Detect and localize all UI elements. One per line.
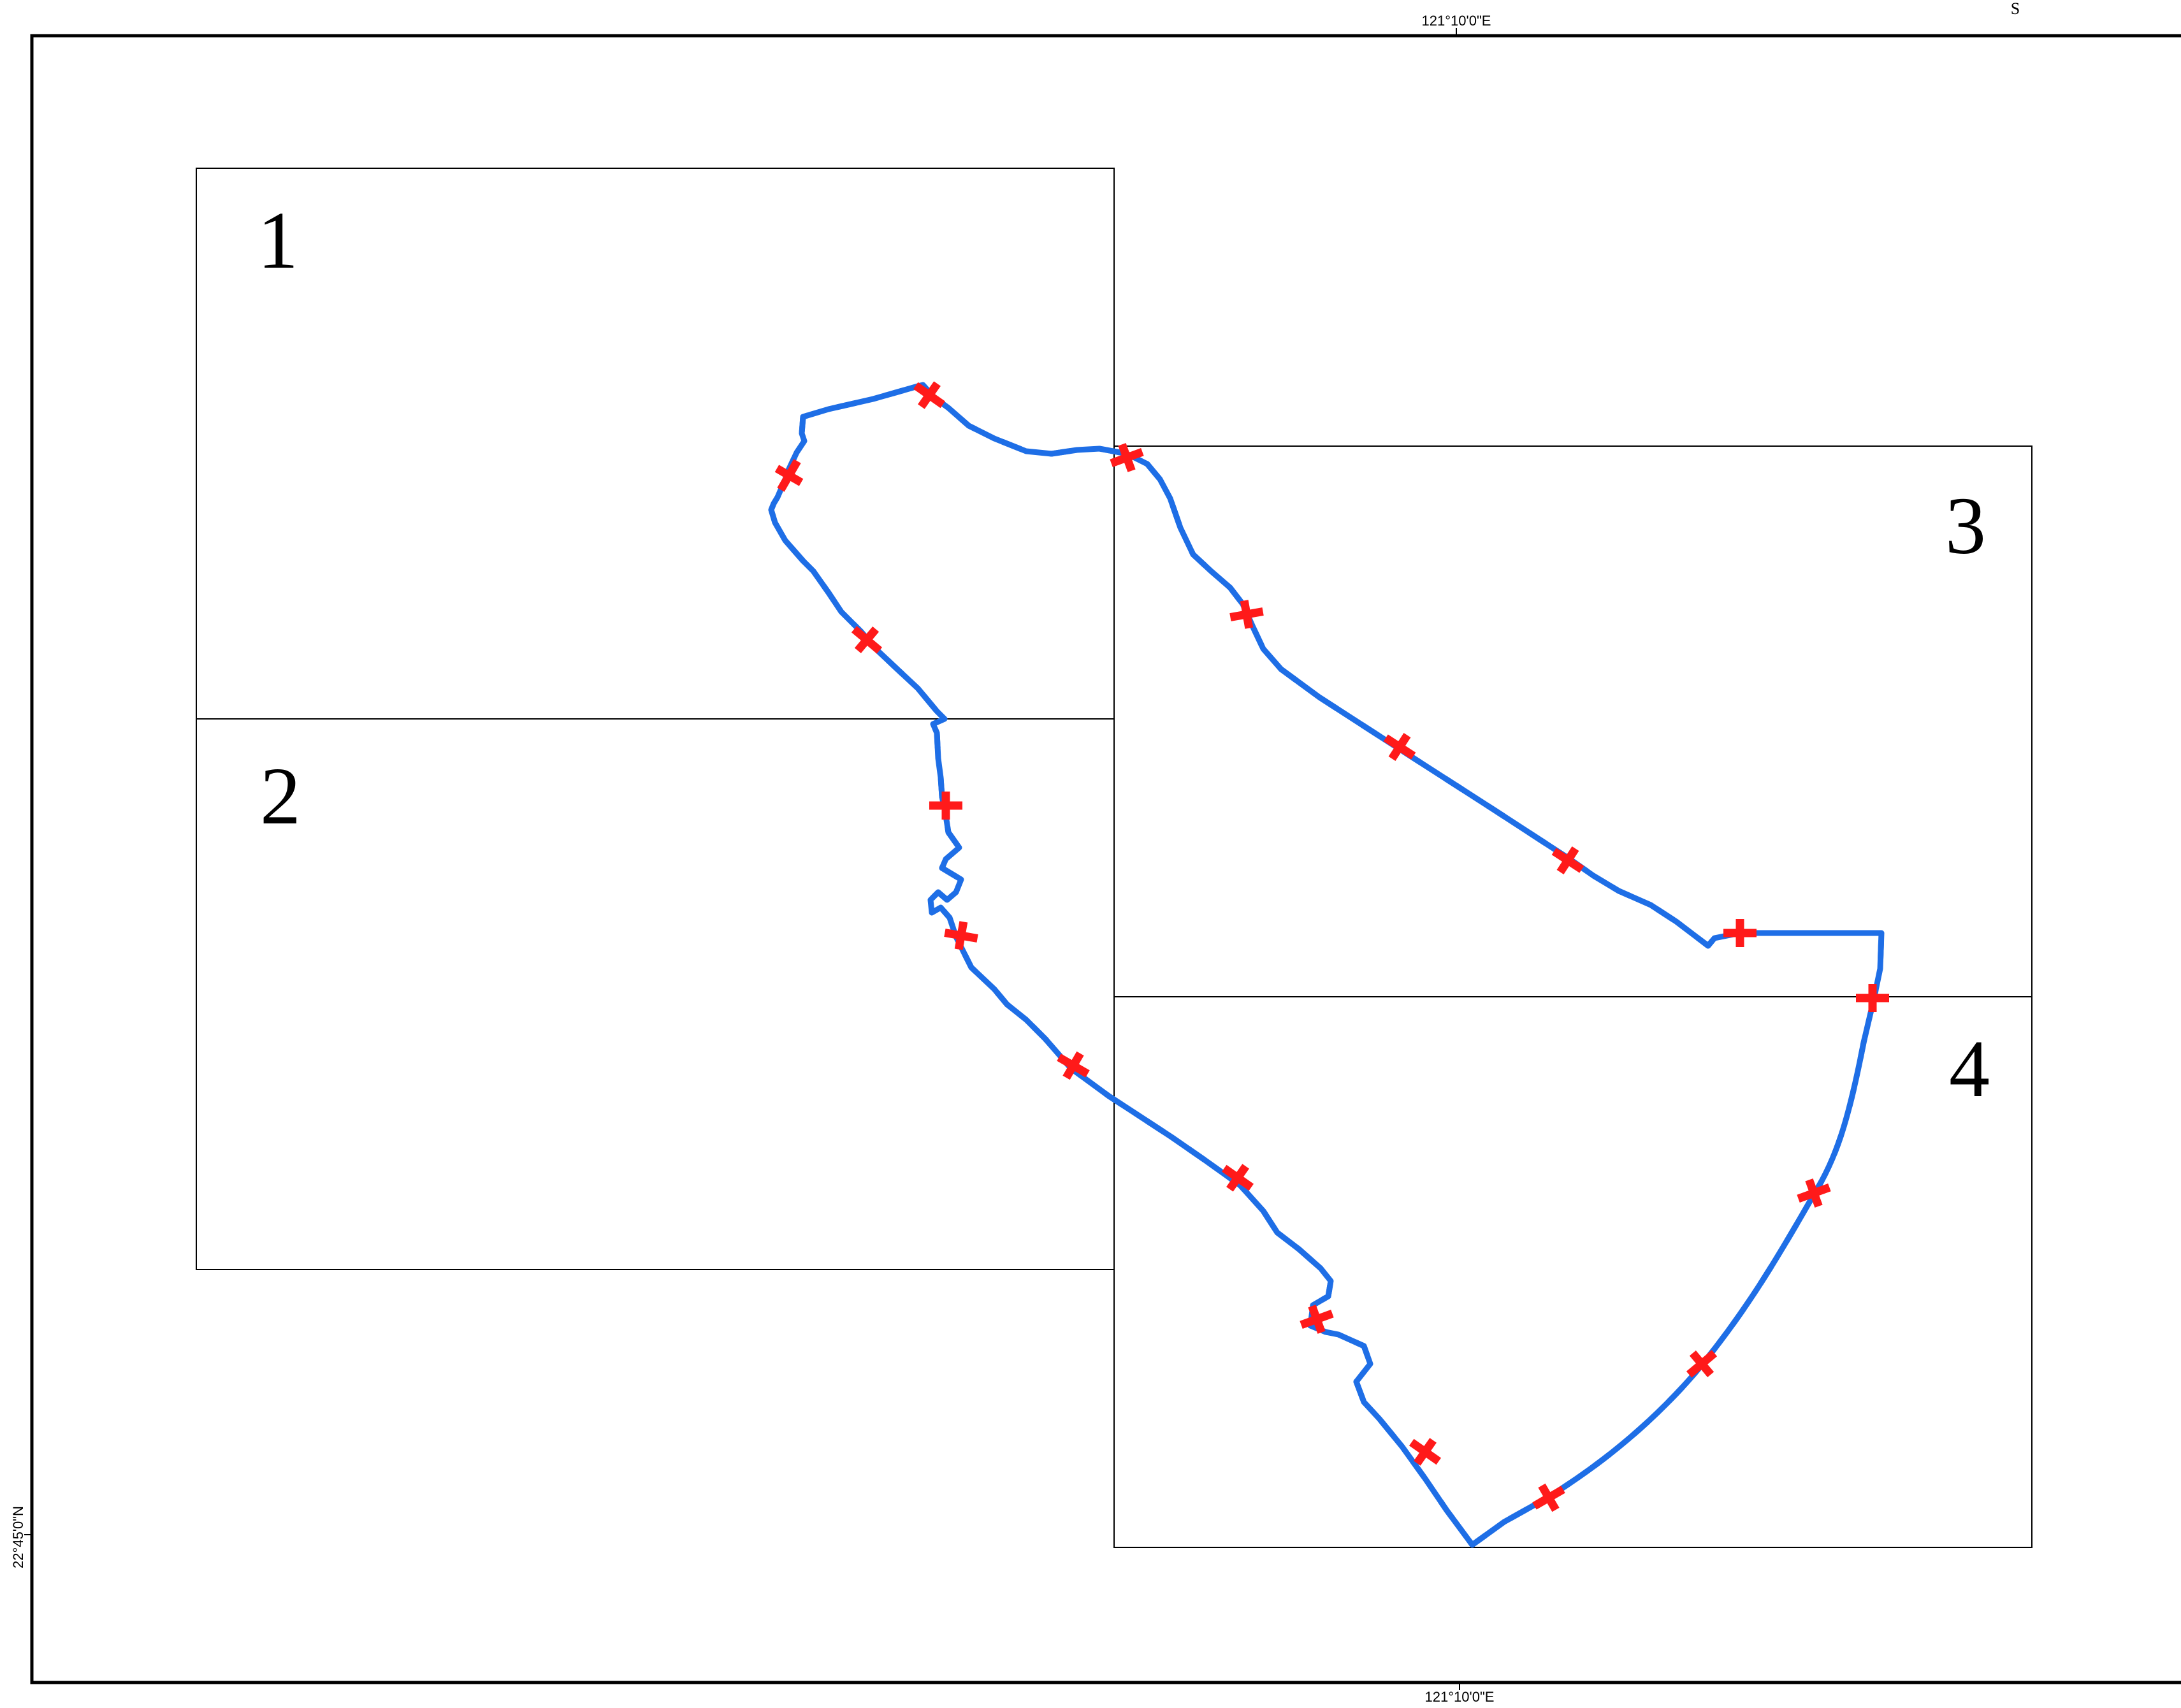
crossing-marks	[774, 381, 1889, 1512]
sheet-1-label: 1	[257, 195, 298, 286]
top-right-label: S	[2011, 0, 2020, 18]
crossing-mark	[1532, 1483, 1565, 1512]
study-area-boundary	[768, 382, 1885, 1548]
sheet-4-label: 4	[1949, 1024, 1990, 1114]
crossing-mark	[1409, 1438, 1442, 1466]
bottom-longitude-label: 121°10'0"E	[1425, 1689, 1495, 1705]
crossing-mark	[1057, 1051, 1090, 1080]
crossing-mark	[1723, 919, 1757, 947]
boundary-dash-overlay	[771, 385, 1881, 1545]
crossing-mark	[913, 381, 946, 409]
boundary-line	[768, 382, 1885, 1548]
crossing-mark	[944, 921, 978, 950]
sheet-3-frame	[1113, 445, 2032, 997]
crossing-mark	[1686, 1350, 1718, 1378]
crossing-mark	[1221, 1164, 1254, 1192]
sheet-1-frame	[196, 168, 1115, 720]
sheet-2-label: 2	[260, 751, 301, 841]
crossing-mark	[851, 626, 883, 654]
sheet-2-frame	[196, 718, 1115, 1270]
crossing-mark	[1229, 600, 1264, 629]
crossing-mark	[1551, 846, 1584, 874]
sheet-3-label: 3	[1945, 481, 1986, 571]
crossing-mark	[1797, 1178, 1831, 1208]
crossing-mark	[1110, 443, 1144, 472]
left-latitude-label: 22°45'0"N	[10, 1506, 26, 1568]
crossing-mark	[1383, 733, 1416, 761]
top-longitude-label: 121°10'0"E	[1422, 13, 1491, 29]
crossing-mark	[1300, 1305, 1334, 1334]
crossing-mark	[929, 792, 962, 820]
crossing-mark	[774, 459, 804, 492]
crossing-mark	[1856, 984, 1889, 1012]
map-frame	[30, 34, 2181, 1684]
sheet-4-frame	[1113, 996, 2032, 1548]
